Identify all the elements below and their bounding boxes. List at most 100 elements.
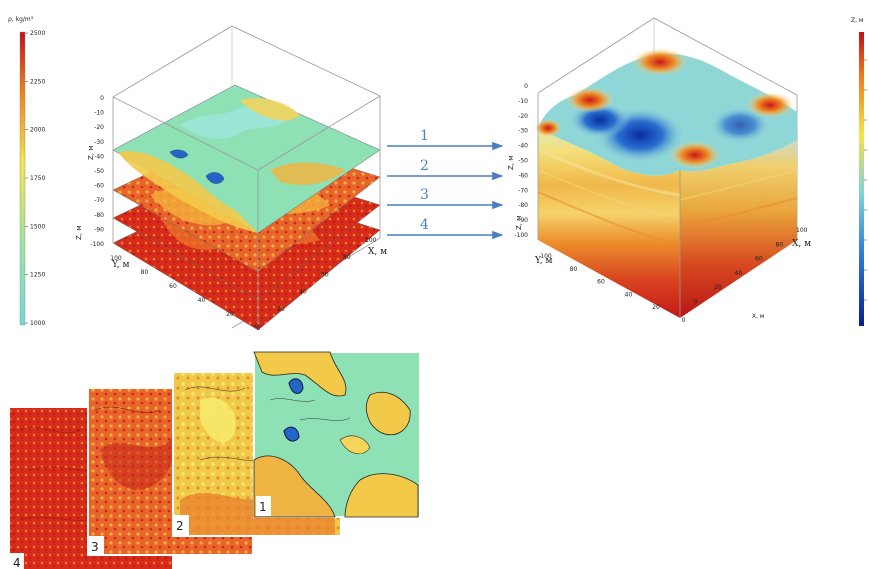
transform-arrows: 1 2 3 4: [387, 128, 504, 240]
map-panel-2-badge: [173, 515, 189, 535]
relief-right-face: [680, 140, 797, 318]
left-cube-x-tick-5: 0: [255, 323, 259, 330]
map-panel-1-badge: [256, 496, 271, 516]
density-tick-label-1: 2250: [30, 78, 45, 85]
left-cube-z-tick-6: -60: [94, 183, 104, 190]
density-map-panels: 4 3 2: [10, 351, 421, 569]
density-slice-cube: 0 -10 -20 -30 -40 -50 -60 -70 -80 -90 -100 Z, м Z,…: [75, 25, 387, 332]
map-panel-1: 1: [253, 351, 421, 518]
left-cube-z-tick-8: -80: [94, 212, 104, 219]
right-cube-x-tick-0: 100: [796, 227, 808, 234]
right-cube-z-tick-0: 0: [524, 83, 528, 90]
right-cube-z-tick-2: -20: [518, 113, 528, 120]
right-cube-z-tick-6: -60: [518, 172, 528, 179]
right-cube-z-tick-3: -30: [518, 128, 528, 135]
right-cube-z-label-upper: Z, м: [507, 155, 515, 170]
right-cube-z-label: Z, м: [515, 215, 523, 230]
left-cube-z-tick-3: -30: [94, 139, 104, 146]
right-cube-y-tick-4: 20: [652, 304, 660, 311]
density-slice-1-lowest-a: [169, 149, 189, 159]
right-cube-x-label: X, м: [792, 239, 811, 249]
left-cube-y-tick-4: 20: [226, 311, 234, 318]
left-cube-x-ticks: 100 80 60 40 20 0: [255, 237, 377, 330]
elevation-colorbar-ticks: [864, 59, 867, 301]
transform-arrow-label-2: 2: [420, 158, 429, 174]
relief-left-strata: [537, 148, 681, 246]
left-cube-z-ticks: 0 -10 -20 -30 -40 -50 -60 -70 -80 -90 -100: [90, 95, 104, 248]
map-panel-2-number: 2: [176, 519, 184, 533]
right-cube-y-tick-3: 40: [625, 291, 633, 298]
right-cube-x-tick-5: 0: [694, 299, 698, 306]
left-cube-y-tick-1: 80: [141, 269, 149, 276]
left-cube-z-tick-5: -50: [94, 168, 104, 175]
left-cube-y-tick-0: 100: [110, 255, 122, 262]
right-cube-x-ticks: 100 80 60 40 20 0: [694, 227, 808, 306]
right-cube-y-tick-5: 0: [682, 317, 686, 324]
map-panel-3-number: 3: [91, 540, 99, 554]
right-cube-y-tick-2: 60: [597, 279, 605, 286]
elevation-relief-cube: 0 -10 -20 -30 -40 -50 -60 -70 -80 -90 -100 Z, м Z,…: [507, 17, 811, 324]
left-cube-z-tick-9: -90: [94, 226, 104, 233]
density-colorbar: ρ, kg/m³ 2500 2250 2000 1750 1500 1250 1000: [8, 16, 45, 327]
density-tick-label-6: 1000: [30, 320, 45, 327]
right-cube-z-ticks: 0 -10 -20 -30 -40 -50 -60 -70 -80 -90 -100: [514, 83, 528, 239]
relief-peak-b: [566, 87, 614, 113]
elevation-colorbar-title: Z, м: [851, 17, 863, 24]
relief-depression-c: [710, 107, 770, 143]
left-cube-z-label: Z, м: [87, 145, 95, 160]
left-cube-z-tick-0: 0: [100, 95, 104, 102]
relief-peak-c: [669, 141, 721, 169]
map-panel-4-number: 4: [13, 556, 21, 569]
left-cube-y-ticks: 100 80 60 40 20 0: [110, 255, 260, 332]
relief-left-face: [538, 128, 680, 318]
right-cube-y-ticks: 100 80 60 40 20 0: [540, 253, 685, 324]
density-tick-label-2: 2000: [30, 127, 45, 134]
right-cube-y-label: Y, м: [534, 256, 553, 266]
left-cube-z-tick-4: -40: [94, 153, 104, 160]
transform-arrow-label-1: 1: [420, 128, 429, 144]
left-cube-z-tick-10: -100: [90, 241, 104, 248]
left-cube-y-tick-3: 40: [198, 297, 206, 304]
right-cube-x-tick-2: 60: [755, 256, 763, 263]
density-slice-1-high-a: [118, 151, 258, 233]
relief-right-strata: [679, 169, 798, 229]
density-tick-label-3: 1750: [30, 175, 45, 182]
relief-peak-e: [534, 119, 562, 137]
density-slice-1-lowest-b: [205, 172, 225, 184]
left-cube-x-tick-4: 20: [277, 306, 285, 313]
right-cube-z-tick-5: -50: [518, 158, 528, 165]
left-cube-z-tick-1: -10: [94, 110, 104, 117]
density-colorbar-ticks: 2500 2250 2000 1750 1500 1250 1000: [25, 30, 45, 327]
relief-peak-a: [632, 48, 688, 76]
left-cube-x-label: X, м: [368, 247, 387, 257]
density-slice-1-high-c: [270, 162, 345, 185]
density-colorbar-ramp: [19, 31, 26, 326]
map-panel-4-badge: [10, 553, 24, 569]
right-cube-x-tick-3: 40: [735, 270, 743, 277]
left-cube-x-tick-0: 100: [365, 237, 377, 244]
right-cube-x-label-bottom: X, м: [752, 313, 764, 320]
right-cube-z-tick-1: -10: [518, 98, 528, 105]
right-cube-y-tick-0: 100: [540, 253, 552, 260]
density-colorbar-title: ρ, kg/m³: [8, 16, 34, 23]
density-slice-1-high-b: [240, 98, 300, 121]
right-cube-z-tick-4: -40: [518, 143, 528, 150]
left-cube-z-label-lower: Z, м: [75, 225, 83, 240]
relief-peak-d: [746, 92, 794, 118]
density-tick-label-0: 2500: [30, 30, 45, 37]
cube-top-front-edge: [112, 96, 259, 171]
left-cube-y-label: Y, м: [111, 260, 130, 270]
left-cube-x-tick-3: 40: [299, 289, 307, 296]
left-cube-z-tick-2: -20: [94, 124, 104, 131]
right-cube-z-tick-9: -90: [518, 217, 528, 224]
elevation-colorbar-ramp: [859, 32, 864, 326]
map-panel-1-number: 1: [259, 500, 267, 514]
transform-arrow-label-3: 3: [420, 187, 429, 203]
cube-top-right-edge: [257, 95, 381, 171]
elevation-colorbar: Z, м: [851, 17, 867, 326]
left-cube-y-tick-2: 60: [169, 283, 177, 290]
right-cube-y-tick-1: 80: [570, 266, 578, 273]
density-tick-label-5: 1250: [30, 272, 45, 279]
transform-arrow-label-4: 4: [420, 217, 429, 233]
